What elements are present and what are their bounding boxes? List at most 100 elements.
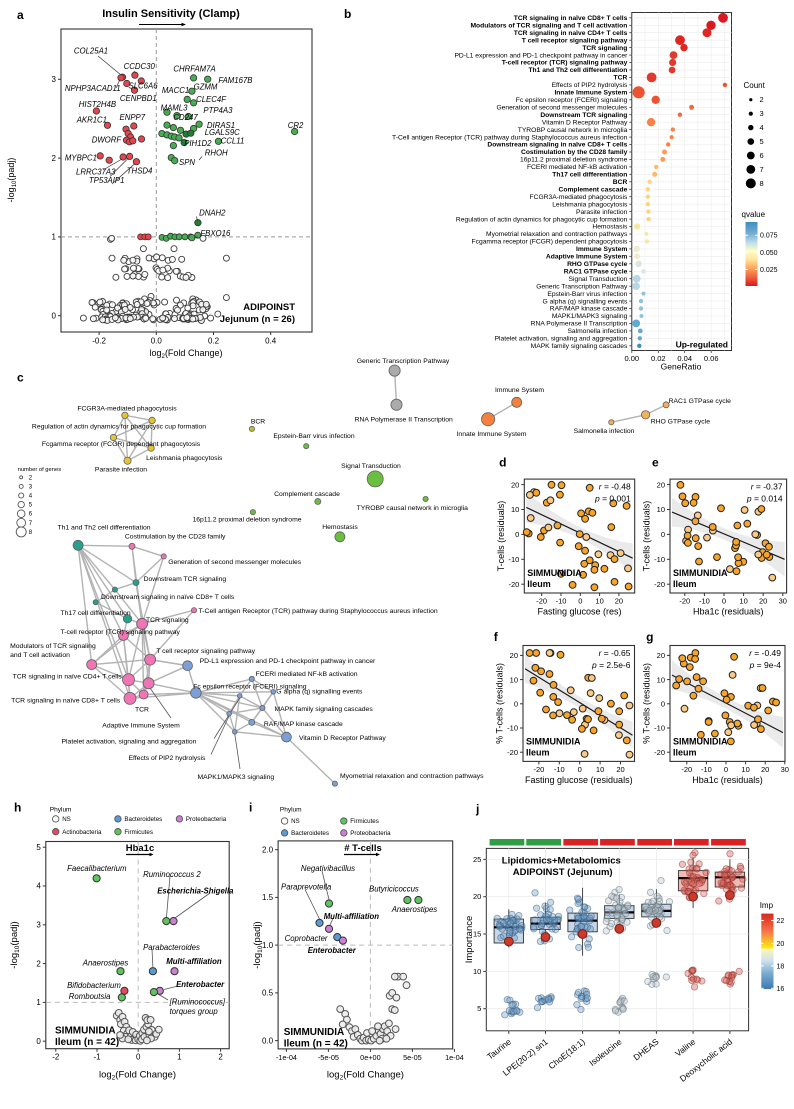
svg-text:MAPK1/MAPK3 signaling: MAPK1/MAPK3 signaling [198,774,275,781]
svg-text:-2: -2 [52,1053,60,1062]
svg-text:0: 0 [36,1037,41,1046]
svg-text:qvalue: qvalue [742,210,766,219]
svg-text:COL25A1: COL25A1 [74,47,108,56]
svg-text:18: 18 [777,963,785,970]
svg-text:Vitamin D Receptor Pathway: Vitamin D Receptor Pathway [299,735,386,742]
svg-text:% T-cells (residuals): % T-cells (residuals) [495,663,505,744]
svg-text:Immune System: Immune System [495,387,544,394]
svg-text:16: 16 [777,986,785,993]
svg-text:Th1 and Th2 cell differentiati: Th1 and Th2 cell differentiation [57,525,150,532]
svg-text:Complement cascade: Complement cascade [274,491,340,498]
svg-text:Anaerostipes: Anaerostipes [391,905,438,914]
svg-text:20: 20 [761,765,769,774]
svg-text:G alpha (q) signalling events: G alpha (q) signalling events [543,298,628,305]
svg-text:j: j [475,802,479,816]
svg-text:Importance: Importance [464,916,475,964]
svg-text:0.5: 0.5 [262,989,274,998]
svg-text:-10: -10 [701,765,712,774]
svg-text:Fcgamma receptor (FCGR) depend: Fcgamma receptor (FCGR) dependent phagoc… [42,441,201,448]
svg-text:TCR: TCR [614,75,628,82]
svg-text:CCDC30: CCDC30 [124,62,156,71]
svg-text:5e-05: 5e-05 [403,1053,422,1062]
svg-text:MAPK family signaling cascades: MAPK family signaling cascades [275,706,374,713]
svg-text:Romboutsia: Romboutsia [69,992,111,1001]
svg-text:4: 4 [29,494,33,500]
svg-text:ENPP7: ENPP7 [120,113,146,122]
svg-text:Butyricicoccus: Butyricicoccus [369,885,419,894]
svg-text:Phylum: Phylum [280,806,302,813]
svg-text:22: 22 [777,918,785,925]
svg-text:10: 10 [473,967,481,976]
svg-text:TCR signaling in naïve CD4+ T: TCR signaling in naïve CD4+ T cells [514,30,628,37]
svg-text:RAF/MAP kinase cascade: RAF/MAP kinase cascade [264,721,343,728]
svg-text:torques group: torques group [170,1007,219,1016]
svg-text:h: h [14,801,21,815]
svg-text:p = 0.001: p = 0.001 [594,494,631,504]
svg-text:RHO GTPase cycle: RHO GTPase cycle [567,261,627,268]
svg-text:20: 20 [473,892,481,901]
svg-text:Platelet activation, signaling: Platelet activation, signaling and aggre… [495,336,628,343]
svg-text:RNA Polymerase II Transcriptio: RNA Polymerase II Transcription [355,416,453,423]
svg-text:Ruminococcus 2: Ruminococcus 2 [143,870,201,879]
svg-text:-10: -10 [556,597,567,606]
svg-text:Parasite infection: Parasite infection [95,467,147,474]
svg-text:0.02: 0.02 [651,354,666,363]
svg-text:Fc epsilon receptor (FCERI) si: Fc epsilon receptor (FCERI) signaling [516,97,628,104]
svg-text:T-cells (residuals): T-cells (residuals) [496,501,506,572]
svg-text:# T-cells: # T-cells [344,843,382,854]
svg-text:3: 3 [52,75,57,84]
svg-text:2: 2 [36,959,41,968]
svg-text:TCR signaling in naïve CD4+ T: TCR signaling in naïve CD4+ T cells [13,674,123,681]
svg-text:20: 20 [615,597,623,606]
svg-text:FCGR3A-mediated phagocytosis: FCGR3A-mediated phagocytosis [77,406,177,413]
svg-text:Bacteroidetes: Bacteroidetes [291,830,329,837]
svg-text:Bacteroidetes: Bacteroidetes [124,816,162,823]
svg-text:Fasting glucose (residuals): Fasting glucose (residuals) [525,775,633,785]
svg-text:PIH1D2: PIH1D2 [184,139,212,148]
svg-text:20: 20 [759,597,767,606]
svg-text:CR2: CR2 [288,121,304,130]
svg-text:-20: -20 [654,748,665,757]
svg-text:Ileum: Ileum [527,579,551,589]
svg-text:Multi-affiliation: Multi-affiliation [324,912,380,921]
svg-text:Modulators of TCR signaling an: Modulators of TCR signaling and T cell a… [470,23,627,30]
svg-text:Signal Transduction: Signal Transduction [341,463,401,470]
svg-text:-10: -10 [654,555,665,564]
svg-text:SIMMUNIDIA: SIMMUNIDIA [673,568,728,578]
svg-text:1e-04: 1e-04 [445,1053,464,1062]
svg-text:GeneRatio: GeneRatio [661,362,702,372]
svg-text:FCGR3A-mediated phagocytosis: FCGR3A-mediated phagocytosis [530,194,628,201]
svg-text:i: i [249,801,252,815]
svg-text:-1e-04: -1e-04 [276,1053,297,1062]
svg-text:and T cell activation: and T cell activation [10,652,70,659]
svg-text:20: 20 [657,480,665,489]
svg-text:TP53AIP1: TP53AIP1 [89,176,125,185]
svg-text:Vitamin D Receptor Pathway: Vitamin D Receptor Pathway [542,119,628,126]
svg-text:MAPK1/MAPK3 signaling: MAPK1/MAPK3 signaling [552,313,628,320]
svg-text:0.2: 0.2 [208,337,220,346]
svg-text:10: 10 [741,765,749,774]
svg-text:Firmicutes: Firmicutes [350,818,379,825]
svg-text:Insulin Sensitivity (Clamp): Insulin Sensitivity (Clamp) [102,8,240,20]
svg-text:Parasite infection: Parasite infection [576,209,628,216]
svg-text:4: 4 [36,882,41,891]
svg-text:RNA Polymerase II Transcriptio: RNA Polymerase II Transcription [531,321,628,328]
svg-text:0.04: 0.04 [677,354,692,363]
svg-text:0.025: 0.025 [760,267,778,274]
svg-text:log2(Fold Change): log2(Fold Change) [99,1070,176,1082]
svg-text:Epstein-Barr virus infection: Epstein-Barr virus infection [547,291,627,298]
svg-text:Downstream signaling in naïve: Downstream signaling in naïve CD8+ T cel… [487,142,627,149]
svg-text:Immune System: Immune System [576,246,627,253]
svg-text:0.06: 0.06 [704,354,719,363]
svg-text:Ileum: Ileum [526,747,550,757]
svg-text:a: a [17,8,24,22]
svg-text:Jejunum (n = 26): Jejunum (n = 26) [220,314,295,325]
svg-text:T-cells (residuals): T-cells (residuals) [641,501,651,572]
svg-text:T cell receptor signaling path: T cell receptor signaling pathway [522,37,628,44]
svg-text:TCR signaling: TCR signaling [582,45,627,52]
svg-text:Salmonella infection: Salmonella infection [567,328,627,335]
svg-text:Leishmania phagocytosis: Leishmania phagocytosis [146,455,223,462]
svg-text:FBXO16: FBXO16 [200,229,231,238]
svg-text:SLC6A6: SLC6A6 [129,82,159,91]
svg-text:ADIPOINST: ADIPOINST [243,302,295,313]
